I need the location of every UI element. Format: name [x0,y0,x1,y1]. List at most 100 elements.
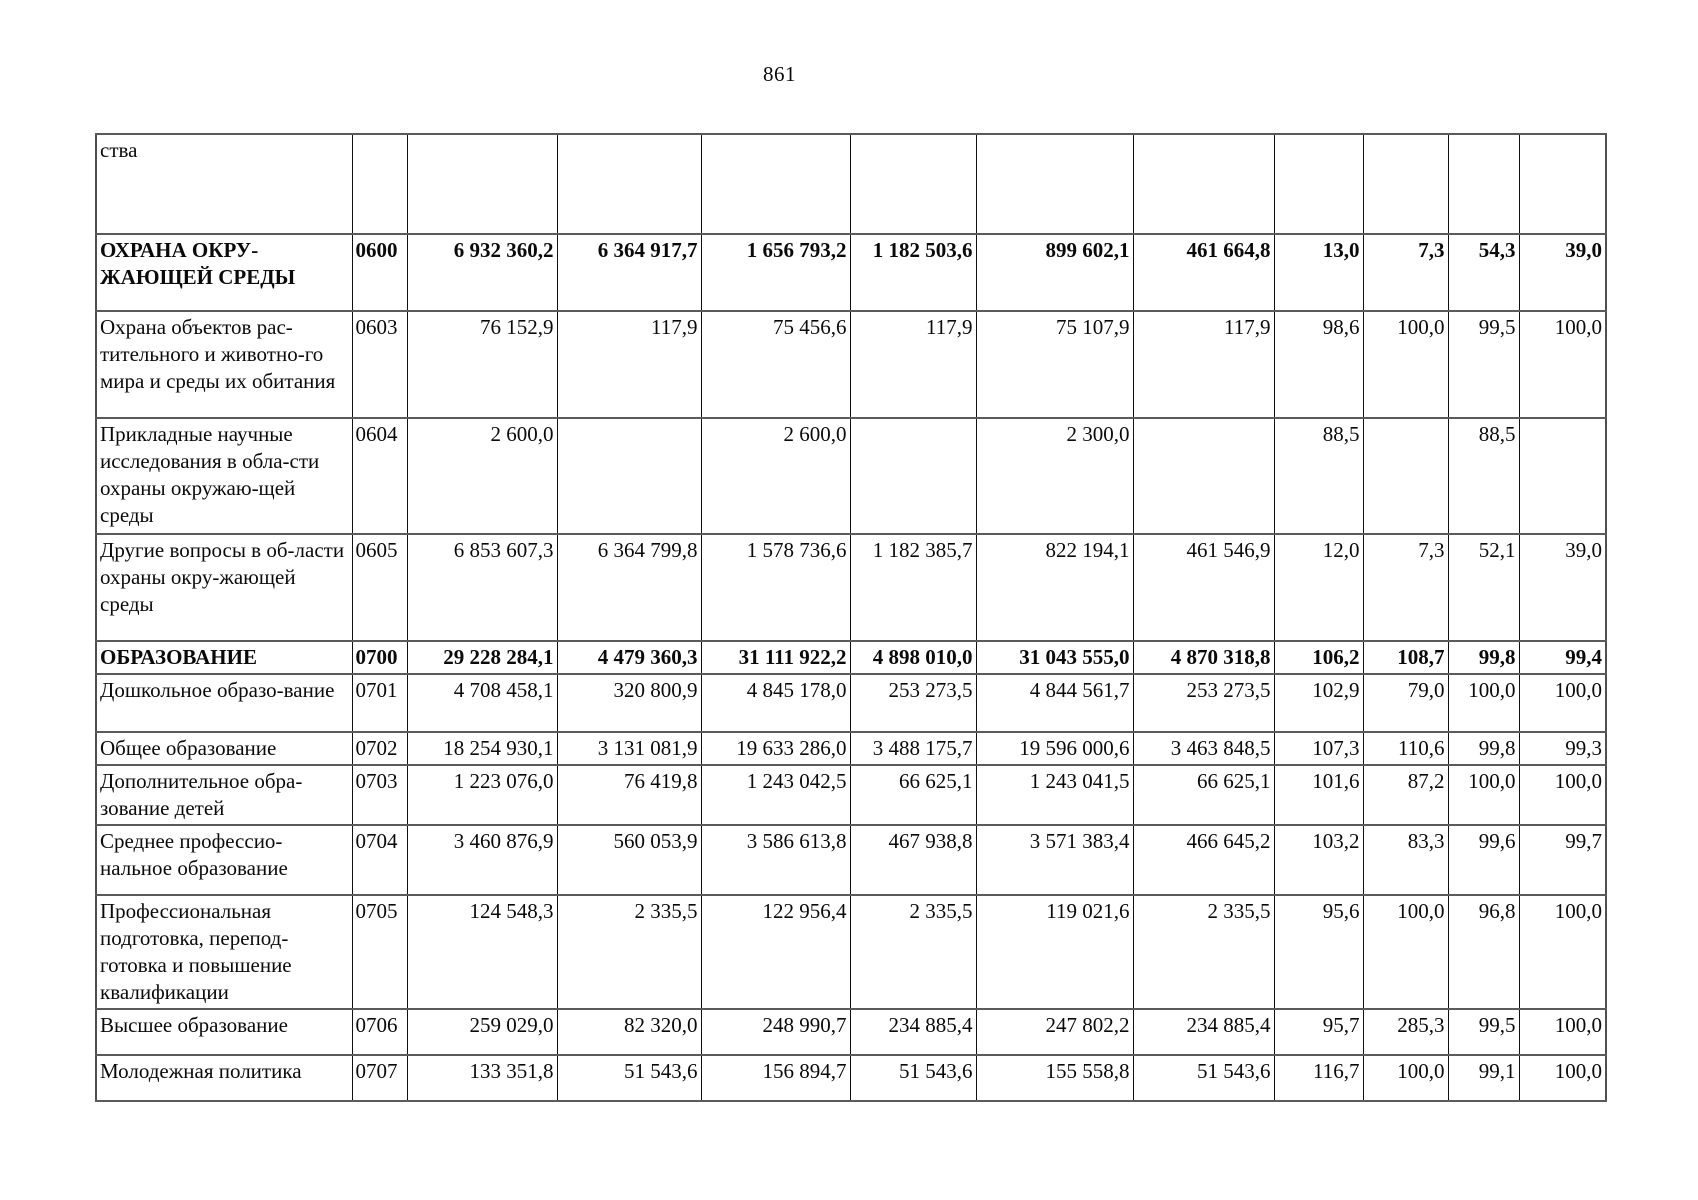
row-value-cell: 3 586 613,8 [700,824,851,896]
row-value-cell: 76 419,8 [556,764,702,826]
row-value-cell: 100,0 [1518,764,1607,826]
empty-cell [1447,133,1520,235]
row-value-cell: 99,6 [1447,824,1520,896]
row-value-cell: 1 223 076,0 [406,764,558,826]
row-value-cell: 99,3 [1518,731,1607,766]
row-value-cell: 1 243 041,5 [975,764,1134,826]
row-code-cell: 0705 [351,894,408,1010]
row-name-cell: ОБРАЗОВАНИЕ [95,640,353,675]
row-value-cell: 2 335,5 [1132,894,1275,1010]
row-value-cell: 54,3 [1447,233,1520,312]
empty-cell [406,133,558,235]
row-code-cell: 0706 [351,1008,408,1056]
row-value-cell: 83,3 [1362,824,1449,896]
row-value-cell: 2 300,0 [975,417,1134,535]
row-value-cell: 1 182 385,7 [849,533,977,642]
empty-cell [975,133,1134,235]
empty-cell [1273,133,1364,235]
row-value-cell: 79,0 [1362,673,1449,733]
row-name-cell: Охрана объектов рас-тительного и животно… [95,310,353,419]
row-value-cell: 4 844 561,7 [975,673,1134,733]
row-value-cell: 12,0 [1273,533,1364,642]
table-row: Дошкольное образо-вание 0701 4 708 458,1… [95,673,1607,733]
table-row: ОХРАНА ОКРУ-ЖАЮЩЕЙ СРЕДЫ 0600 6 932 360,… [95,233,1607,312]
row-value-cell [556,417,702,535]
row-code-cell: 0604 [351,417,408,535]
row-value-cell: 29 228 284,1 [406,640,558,675]
row-value-cell: 822 194,1 [975,533,1134,642]
row-name-cell: Дополнительное обра-зование детей [95,764,353,826]
row-value-cell: 100,0 [1362,894,1449,1010]
row-value-cell: 7,3 [1362,533,1449,642]
table-row: Высшее образование 0706 259 029,0 82 320… [95,1008,1607,1056]
row-value-cell: 285,3 [1362,1008,1449,1056]
row-value-cell: 52,1 [1447,533,1520,642]
table-row: ОБРАЗОВАНИЕ 0700 29 228 284,1 4 479 360,… [95,640,1607,675]
row-value-cell: 99,1 [1447,1054,1520,1102]
row-value-cell: 13,0 [1273,233,1364,312]
row-value-cell: 3 131 081,9 [556,731,702,766]
row-value-cell: 100,0 [1447,764,1520,826]
row-value-cell: 1 182 503,6 [849,233,977,312]
row-value-cell: 101,6 [1273,764,1364,826]
row-value-cell: 66 625,1 [1132,764,1275,826]
row-name-cell: Среднее профессио-нальное образование [95,824,353,896]
row-value-cell: 4 845 178,0 [700,673,851,733]
row-value-cell: 51 543,6 [556,1054,702,1102]
row-value-cell: 110,6 [1362,731,1449,766]
row-value-cell: 6 853 607,3 [406,533,558,642]
table-row: Профессиональная подготовка, перепод-гот… [95,894,1607,1010]
row-value-cell: 39,0 [1518,233,1607,312]
row-code-cell: 0707 [351,1054,408,1102]
row-name-cell: Высшее образование [95,1008,353,1056]
row-value-cell: 4 708 458,1 [406,673,558,733]
row-value-cell: 247 802,2 [975,1008,1134,1056]
row-value-cell: 75 107,9 [975,310,1134,419]
row-value-cell: 461 664,8 [1132,233,1275,312]
budget-table: ства ОХРАНА ОКРУ-ЖАЮЩЕЙ СРЕДЫ 0600 6 932… [95,133,1607,1102]
row-value-cell: 253 273,5 [849,673,977,733]
row-value-cell: 2 600,0 [406,417,558,535]
row-value-cell: 466 645,2 [1132,824,1275,896]
row-value-cell: 560 053,9 [556,824,702,896]
row-value-cell [1132,417,1275,535]
row-value-cell: 1 243 042,5 [700,764,851,826]
row-value-cell: 2 335,5 [556,894,702,1010]
row-value-cell: 19 596 000,6 [975,731,1134,766]
row-value-cell: 51 543,6 [1132,1054,1275,1102]
row-value-cell: 103,2 [1273,824,1364,896]
row-value-cell: 156 894,7 [700,1054,851,1102]
row-value-cell [849,417,977,535]
table-row: Охрана объектов рас-тительного и животно… [95,310,1607,419]
row-value-cell: 100,0 [1518,673,1607,733]
row-value-cell: 100,0 [1518,310,1607,419]
row-value-cell: 116,7 [1273,1054,1364,1102]
row-value-cell: 2 335,5 [849,894,977,1010]
row-value-cell: 155 558,8 [975,1054,1134,1102]
empty-cell [700,133,851,235]
continuation-row: ства [95,133,1607,235]
row-value-cell: 100,0 [1518,1054,1607,1102]
row-value-cell: 320 800,9 [556,673,702,733]
row-value-cell: 107,3 [1273,731,1364,766]
row-value-cell: 106,2 [1273,640,1364,675]
row-value-cell: 99,4 [1518,640,1607,675]
row-value-cell: 100,0 [1518,894,1607,1010]
row-code-cell: 0600 [351,233,408,312]
row-value-cell: 234 885,4 [1132,1008,1275,1056]
row-value-cell: 66 625,1 [849,764,977,826]
row-value-cell: 39,0 [1518,533,1607,642]
row-value-cell: 100,0 [1362,1054,1449,1102]
row-value-cell: 99,5 [1447,310,1520,419]
empty-cell [1132,133,1275,235]
row-code-cell: 0703 [351,764,408,826]
table-row: Прикладные научные исследования в обла-с… [95,417,1607,535]
row-value-cell: 133 351,8 [406,1054,558,1102]
row-value-cell: 96,8 [1447,894,1520,1010]
table-row: Среднее профессио-нальное образование 07… [95,824,1607,896]
row-value-cell: 259 029,0 [406,1008,558,1056]
row-name-cell: Прикладные научные исследования в обла-с… [95,417,353,535]
row-value-cell: 88,5 [1273,417,1364,535]
table-body: ства ОХРАНА ОКРУ-ЖАЮЩЕЙ СРЕДЫ 0600 6 932… [95,133,1607,1102]
